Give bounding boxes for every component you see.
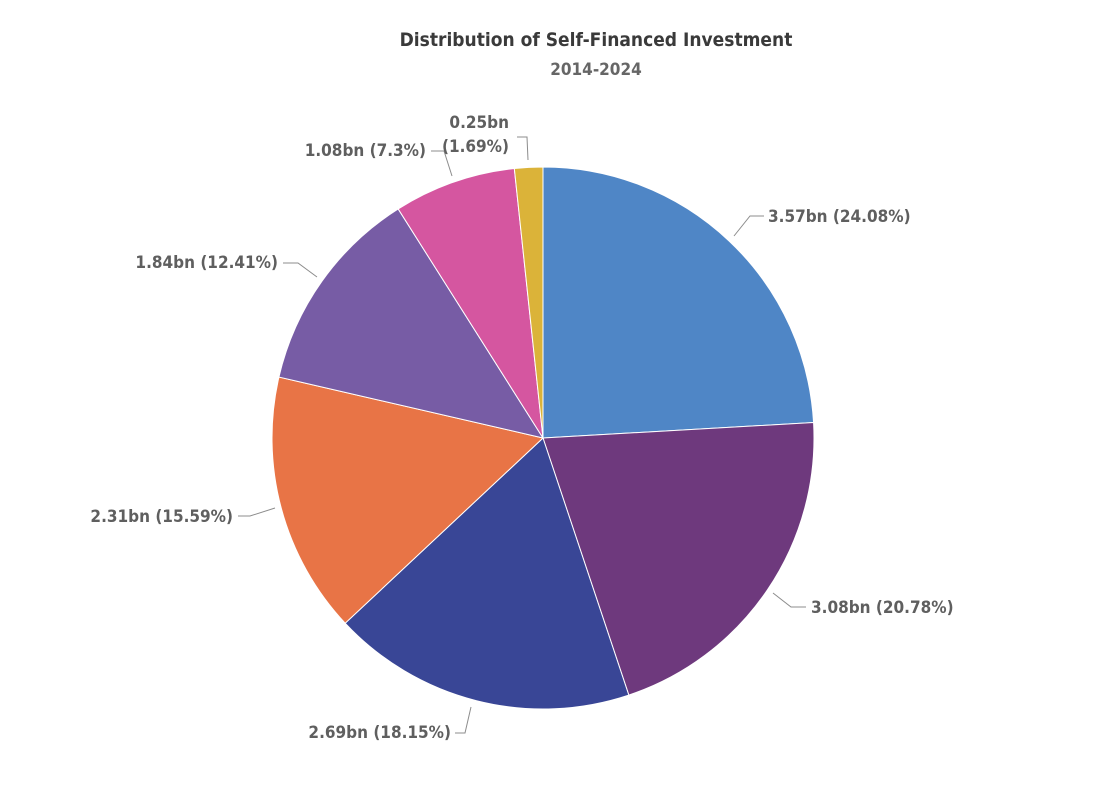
slice-label: 3.08bn (20.78%)	[811, 598, 954, 618]
slice-label: 3.57bn (24.08%)	[768, 207, 911, 227]
data-labels: 3.57bn (24.08%) 3.08bn (20.78%) 2.69bn (18…	[90, 113, 953, 743]
pie-slice	[271, 376, 545, 624]
slice-label: 2.69bn (18.15%)	[308, 723, 451, 743]
chart-title: Distribution of Self-Financed Investment	[400, 29, 793, 51]
leader-line	[733, 215, 764, 237]
leader-line	[517, 136, 529, 161]
leader-lines	[238, 136, 806, 734]
pie-slice	[344, 437, 630, 710]
slice-label: 1.84bn (12.41%)	[135, 253, 278, 273]
pie-slice	[513, 166, 544, 439]
pie-slice	[278, 208, 545, 439]
leader-line	[772, 592, 806, 608]
leader-line	[238, 507, 276, 517]
pie-slice	[542, 421, 815, 696]
slice-label: 0.25bn (1.69%)	[442, 113, 509, 157]
pie-slice	[397, 167, 544, 439]
chart-subtitle: 2014-2024	[550, 60, 641, 80]
leader-line	[283, 262, 318, 278]
pie-slices	[271, 166, 815, 710]
leader-line	[455, 706, 472, 734]
pie-slice	[542, 166, 815, 439]
slice-label: 2.31bn (15.59%)	[90, 507, 233, 527]
leader-line	[431, 150, 453, 177]
slice-label: 1.08bn (7.3%)	[305, 141, 426, 161]
